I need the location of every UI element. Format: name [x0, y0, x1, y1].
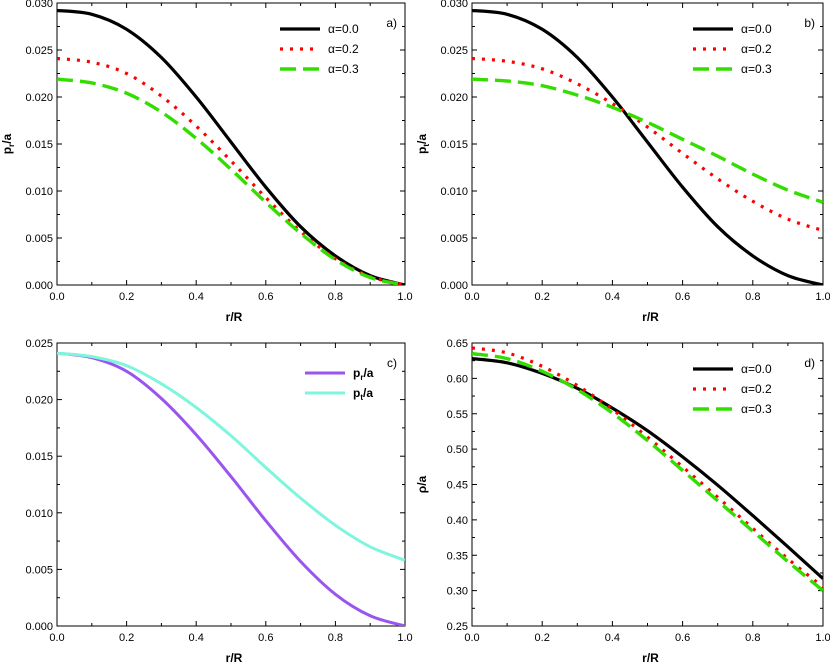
legend-label: α=0.0: [741, 22, 772, 36]
x-tick-label: 0.6: [675, 632, 690, 644]
x-tick-label: 0.0: [49, 291, 64, 303]
series-line-0: [472, 8, 823, 285]
y-tick-label: 0.45: [447, 480, 468, 492]
y-axis-label: pr/a: [0, 133, 16, 154]
panel-c: 0.0 0.2 0.4 0.6 0.8 1.0 0.000 0.005 0.010 0.015 0.…: [25, 338, 412, 665]
panel-b: 0.0 0.2 0.4 0.6 0.8 1.0 0.000 0.005 0.010 0.015 0.…: [415, 0, 830, 324]
y-tick-label: 0.020: [440, 92, 468, 104]
y-tick-label: 0.55: [447, 409, 468, 421]
y-tick-label: 0.015: [440, 139, 468, 151]
x-tick-label: 0.0: [464, 632, 479, 644]
x-tick-label: 1.0: [397, 632, 412, 644]
series-line-0: [472, 357, 823, 580]
legend: α=0.0 α=0.2 α=0.3: [280, 22, 359, 76]
x-tick-label: 0.4: [189, 291, 204, 303]
x-tick-label: 0.0: [49, 632, 64, 644]
series-line-2: [57, 77, 405, 285]
y-tick-label: 0.65: [447, 338, 468, 350]
panel-label: b): [804, 16, 815, 30]
series-line-2: [472, 351, 823, 592]
x-tick-label: 0.8: [328, 291, 343, 303]
y-tick-label: 0.015: [25, 139, 53, 151]
legend-label: α=0.3: [741, 62, 772, 76]
panel-label: c): [387, 356, 397, 370]
panel-label: a): [386, 16, 397, 30]
x-tick-label: 0.2: [535, 291, 550, 303]
series-line-1: [472, 346, 823, 589]
y-axis-label: pt/a: [415, 134, 431, 154]
y-tick-label: 0.010: [440, 186, 468, 198]
y-tick-label: 0.000: [25, 280, 53, 292]
y-tick-label: 0.025: [25, 45, 53, 57]
series-line-2: [472, 77, 823, 204]
x-axis-label: r/R: [226, 310, 243, 324]
y-tick-label: 0.35: [447, 550, 468, 562]
x-tick-label: 0.8: [745, 291, 760, 303]
x-tick-label: 1.0: [815, 291, 830, 303]
panel-a: 0.0 0.2 0.4 0.6 0.8 1.0 0.000 0.005 0.010 0.015 0.…: [0, 0, 413, 324]
legend-label: α=0.2: [328, 42, 359, 56]
x-tick-label: 0.0: [464, 291, 479, 303]
y-tick-label: 0.010: [25, 508, 53, 520]
legend-label: pt/a: [353, 386, 373, 402]
legend-label: α=0.0: [741, 362, 772, 376]
x-tick-label: 0.6: [258, 632, 273, 644]
x-tick-label: 0.2: [119, 291, 134, 303]
y-tick-label: 0.030: [440, 0, 468, 10]
legend: pr/a pt/a: [305, 366, 374, 402]
y-tick-label: 0.50: [447, 444, 468, 456]
legend-label: α=0.3: [328, 62, 359, 76]
series-line-0: [57, 8, 405, 285]
y-axis-label: ρ/a: [415, 475, 429, 493]
y-tick-label: 0.40: [447, 515, 468, 527]
x-axis-label: r/R: [642, 310, 659, 324]
y-tick-label: 0.030: [25, 0, 53, 10]
y-tick-label: 0.025: [25, 338, 53, 350]
y-tick-label: 0.010: [25, 186, 53, 198]
x-tick-label: 0.2: [119, 632, 134, 644]
series-line-1: [472, 56, 823, 233]
y-tick-label: 0.015: [25, 451, 53, 463]
series-line-1: [57, 351, 405, 562]
y-tick-label: 0.020: [25, 395, 53, 407]
x-tick-label: 0.4: [189, 632, 204, 644]
x-tick-label: 0.8: [328, 632, 343, 644]
y-tick-label: 0.005: [25, 564, 53, 576]
y-tick-label: 0.60: [447, 373, 468, 385]
y-tick-label: 0.005: [25, 233, 53, 245]
panel-d: 0.0 0.2 0.4 0.6 0.8 1.0 0.25 0.30 0.35 0.40 0.45 0.…: [415, 338, 830, 665]
y-tick-label: 0.000: [440, 280, 468, 292]
series-line-0: [57, 351, 405, 626]
x-tick-label: 0.6: [675, 291, 690, 303]
x-axis-label: r/R: [642, 651, 659, 665]
y-tick-label: 0.005: [440, 233, 468, 245]
x-tick-label: 1.0: [397, 291, 412, 303]
panel-label: d): [804, 356, 815, 370]
x-tick-label: 0.2: [535, 632, 550, 644]
y-tick-label: 0.25: [447, 621, 468, 633]
x-tick-label: 1.0: [815, 632, 830, 644]
x-tick-label: 0.4: [605, 291, 620, 303]
x-tick-label: 0.8: [745, 632, 760, 644]
series-line-1: [57, 56, 405, 285]
x-tick-label: 0.6: [258, 291, 273, 303]
x-tick-label: 0.4: [605, 632, 620, 644]
legend: α=0.0 α=0.2 α=0.3: [693, 22, 772, 76]
legend-label: α=0.3: [741, 402, 772, 416]
x-axis-label: r/R: [226, 651, 243, 665]
legend-label: pr/a: [353, 366, 374, 382]
y-tick-label: 0.30: [447, 586, 468, 598]
legend-label: α=0.2: [741, 382, 772, 396]
y-tick-label: 0.000: [25, 621, 53, 633]
legend: α=0.0 α=0.2 α=0.3: [693, 362, 772, 416]
y-tick-label: 0.020: [25, 92, 53, 104]
y-tick-label: 0.025: [440, 45, 468, 57]
legend-label: α=0.0: [328, 22, 359, 36]
legend-label: α=0.2: [741, 42, 772, 56]
